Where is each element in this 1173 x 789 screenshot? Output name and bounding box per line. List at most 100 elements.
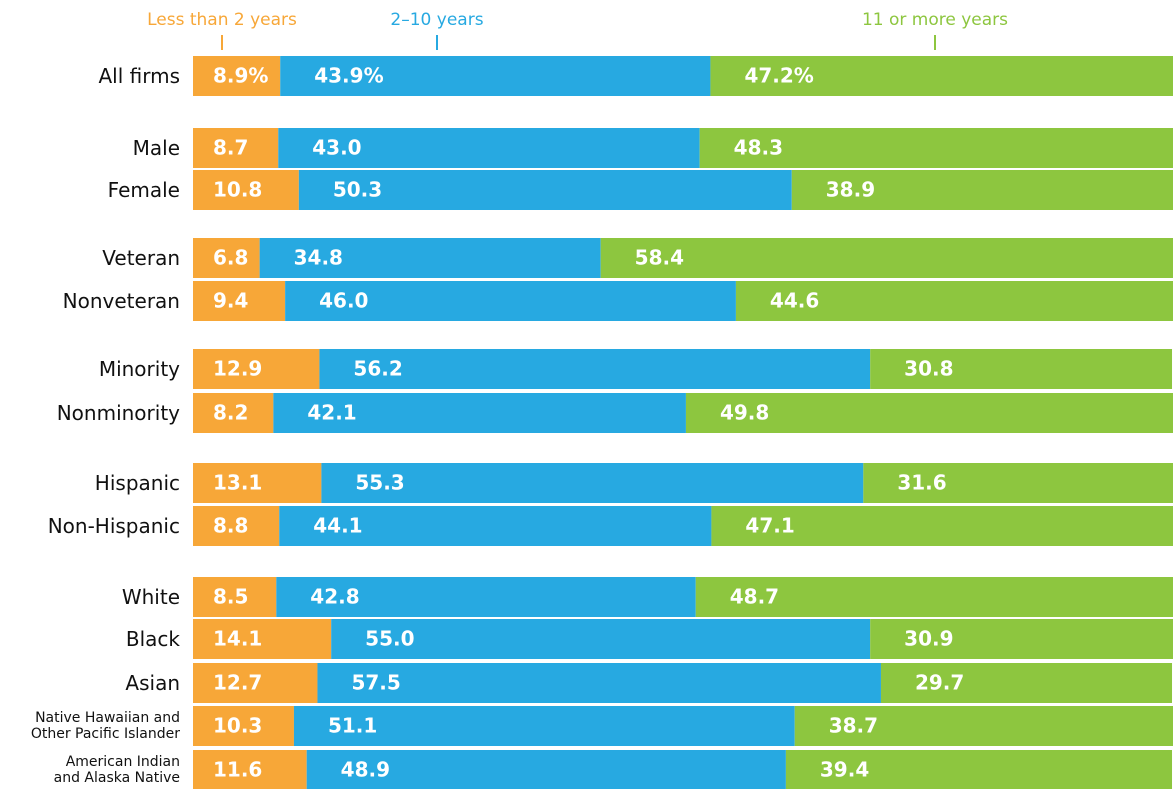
bar-segment xyxy=(319,349,871,389)
category-label: Minority xyxy=(98,357,180,381)
bar-segment xyxy=(870,349,1173,389)
bar-segment xyxy=(193,56,281,96)
bar-segment xyxy=(276,577,696,617)
value-label: 10.3 xyxy=(213,714,262,738)
bar-segment xyxy=(193,238,260,278)
value-label: 48.7 xyxy=(730,585,779,609)
value-label: 30.8 xyxy=(904,357,953,381)
bar-segment xyxy=(259,238,601,278)
bar-segment xyxy=(293,706,795,746)
bar-segment xyxy=(695,577,1173,617)
bar-segment xyxy=(193,393,274,433)
bar-segment xyxy=(321,463,864,503)
bar-segment xyxy=(193,128,279,168)
bar-segment xyxy=(794,706,1173,746)
bar-segment xyxy=(863,463,1173,503)
bar-segment xyxy=(193,463,322,503)
bar-segment xyxy=(711,506,1173,546)
value-label: 58.4 xyxy=(635,246,684,270)
legend-label: 11 or more years xyxy=(862,10,1008,30)
bar-segment xyxy=(193,281,286,321)
value-label: 12.9 xyxy=(213,357,262,381)
value-label: 8.2 xyxy=(213,401,248,425)
bar-segment xyxy=(193,663,318,703)
value-label: 14.1 xyxy=(213,627,262,651)
category-label: Asian xyxy=(125,671,180,695)
value-label: 34.8 xyxy=(294,246,343,270)
value-label: 10.8 xyxy=(213,178,262,202)
legend-label: 2–10 years xyxy=(390,10,483,30)
bar-segment xyxy=(298,170,792,210)
bar-segment xyxy=(193,750,307,789)
bar-segment xyxy=(193,619,332,659)
bar-segment xyxy=(685,393,1173,433)
bar-segment xyxy=(193,577,277,617)
category-label: All firms xyxy=(98,64,180,88)
value-label: 6.8 xyxy=(213,246,248,270)
category-label: Hispanic xyxy=(94,471,180,495)
category-label: Native Hawaiian and Other Pacific Island… xyxy=(30,710,180,742)
value-label: 48.9 xyxy=(341,758,390,782)
value-label: 30.9 xyxy=(904,627,953,651)
bar-segment xyxy=(699,128,1173,168)
bar-segment xyxy=(193,170,299,210)
category-label: Male xyxy=(132,136,180,160)
bar-segment xyxy=(273,393,686,433)
value-label: 47.1 xyxy=(745,514,794,538)
value-label: 13.1 xyxy=(213,471,262,495)
value-label: 8.5 xyxy=(213,585,248,609)
value-label: 42.1 xyxy=(307,401,356,425)
value-label: 44.1 xyxy=(313,514,362,538)
value-label: 9.4 xyxy=(213,289,248,313)
category-label: White xyxy=(121,585,180,609)
category-label: Female xyxy=(107,178,180,202)
value-label: 43.9% xyxy=(314,64,383,88)
bar-segment xyxy=(710,56,1173,96)
bar-segment xyxy=(785,750,1173,789)
category-label: Black xyxy=(125,627,180,651)
value-label: 29.7 xyxy=(915,671,964,695)
value-label: 39.4 xyxy=(820,758,869,782)
bar-segment xyxy=(880,663,1173,703)
value-label: 8.8 xyxy=(213,514,248,538)
value-label: 11.6 xyxy=(213,758,262,782)
value-label: 38.7 xyxy=(829,714,878,738)
value-label: 8.9% xyxy=(213,64,268,88)
value-label: 31.6 xyxy=(897,471,946,495)
bar-segment xyxy=(193,506,280,546)
value-label: 12.7 xyxy=(213,671,262,695)
value-label: 55.3 xyxy=(355,471,404,495)
value-label: 50.3 xyxy=(333,178,382,202)
bar-segment xyxy=(317,663,881,703)
category-label: Nonveteran xyxy=(62,289,180,313)
value-label: 48.3 xyxy=(734,136,783,160)
bar-segment xyxy=(280,56,711,96)
category-label: American Indian and Alaska Native xyxy=(53,754,180,786)
legend-label: Less than 2 years xyxy=(147,10,297,30)
bar-segment xyxy=(306,750,786,789)
category-label: Non-Hispanic xyxy=(47,514,180,538)
value-label: 49.8 xyxy=(720,401,769,425)
bar-segment xyxy=(870,619,1173,659)
bar-segment xyxy=(278,128,700,168)
bar-segment xyxy=(285,281,736,321)
category-label: Nonminority xyxy=(56,401,180,425)
bar-segment xyxy=(791,170,1173,210)
value-label: 51.1 xyxy=(328,714,377,738)
bar-segment xyxy=(279,506,712,546)
value-label: 47.2% xyxy=(744,64,813,88)
value-label: 38.9 xyxy=(826,178,875,202)
value-label: 42.8 xyxy=(310,585,359,609)
bar-segment xyxy=(193,349,320,389)
bar-segment xyxy=(735,281,1173,321)
value-label: 57.5 xyxy=(351,671,400,695)
bar-segment xyxy=(193,706,294,746)
value-label: 8.7 xyxy=(213,136,248,160)
value-label: 44.6 xyxy=(770,289,819,313)
value-label: 43.0 xyxy=(312,136,361,160)
category-label: Veteran xyxy=(102,246,180,270)
value-label: 56.2 xyxy=(353,357,402,381)
value-label: 55.0 xyxy=(365,627,414,651)
